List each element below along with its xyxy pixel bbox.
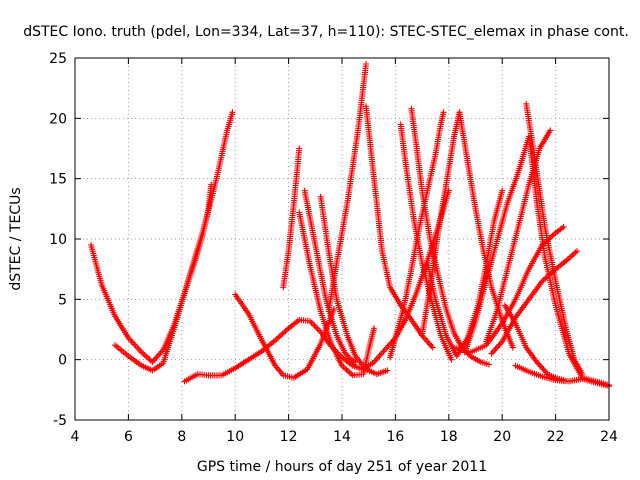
x-tick-label: 24 <box>600 429 618 445</box>
series-markers <box>386 109 447 361</box>
series-markers <box>87 109 236 366</box>
series-markers <box>418 109 463 339</box>
y-tick-label: 20 <box>49 111 67 127</box>
series-1 <box>87 109 236 366</box>
series-markers <box>397 121 455 363</box>
y-tick-label: 0 <box>58 353 67 369</box>
y-tick-label: 5 <box>58 292 67 308</box>
series-9 <box>325 60 370 315</box>
x-tick-label: 8 <box>177 429 186 445</box>
series-2 <box>111 181 215 374</box>
series-12 <box>386 109 447 361</box>
x-tick-label: 10 <box>226 429 244 445</box>
chart-title: dSTEC Iono. truth (pdel, Lon=334, Lat=37… <box>23 24 629 40</box>
x-axis: 4 6 8 10 12 14 16 18 20 22 24 <box>71 58 618 445</box>
series-11 <box>397 121 455 363</box>
series-16 <box>424 187 506 360</box>
series-markers <box>280 145 303 291</box>
x-tick-label: 4 <box>71 429 80 445</box>
y-tick-label: 15 <box>49 172 67 188</box>
x-tick-label: 12 <box>280 429 298 445</box>
series-23 <box>512 362 613 390</box>
series-19 <box>450 223 567 356</box>
y-tick-label: -5 <box>53 413 67 429</box>
series-5 <box>280 145 303 291</box>
x-tick-label: 20 <box>493 429 511 445</box>
series-markers <box>424 187 506 360</box>
x-tick-label: 16 <box>386 429 404 445</box>
x-tick-label: 14 <box>333 429 351 445</box>
series-21 <box>523 100 586 378</box>
y-tick-label: 10 <box>49 232 67 248</box>
series-layer <box>87 60 613 390</box>
series-markers <box>512 362 613 390</box>
series-10 <box>362 103 436 351</box>
x-axis-label: GPS time / hours of day 251 of year 2011 <box>197 459 487 475</box>
series-22 <box>488 247 581 357</box>
series-markers <box>296 209 378 379</box>
series-markers <box>325 60 370 315</box>
x-tick-label: 22 <box>547 429 565 445</box>
x-tick-label: 6 <box>124 429 133 445</box>
y-tick-label: 25 <box>49 51 67 67</box>
y-axis: -5 0 5 10 15 20 25 <box>49 51 609 429</box>
series-markers <box>488 247 581 357</box>
series-markers <box>450 223 567 356</box>
y-axis-label: dSTEC / TECUs <box>8 187 24 290</box>
series-markers <box>523 100 586 378</box>
series-6 <box>296 209 378 379</box>
series-markers <box>362 103 436 351</box>
series-14 <box>418 109 463 339</box>
x-tick-label: 18 <box>440 429 458 445</box>
series-markers <box>111 181 215 374</box>
